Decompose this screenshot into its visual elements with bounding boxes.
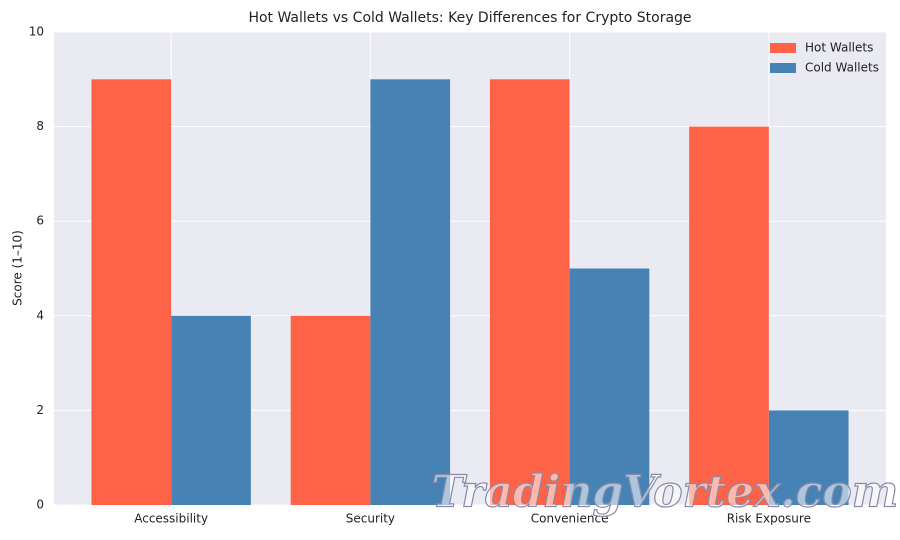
x-tick-label: Accessibility	[134, 512, 208, 526]
watermark: TradingVortex.com	[432, 467, 899, 518]
y-tick-label: 2	[36, 403, 44, 417]
legend-label: Cold Wallets	[805, 61, 879, 75]
y-tick-label: 8	[36, 119, 44, 133]
y-tick-label: 6	[36, 214, 44, 228]
bars	[91, 79, 849, 506]
bar	[569, 268, 650, 505]
chart-title: Hot Wallets vs Cold Wallets: Key Differe…	[248, 10, 691, 26]
y-axis-label: Score (1–10)	[11, 230, 25, 306]
bar	[489, 79, 570, 506]
bar	[768, 410, 849, 505]
bar	[91, 79, 172, 506]
x-tick-label: Risk Exposure	[727, 512, 811, 526]
y-tick-label: 4	[36, 308, 44, 322]
legend: Hot Wallets Cold Wallets	[770, 41, 879, 75]
bar	[689, 126, 769, 505]
y-tick-label: 10	[29, 25, 44, 39]
y-tick-label: 0	[36, 498, 44, 512]
legend-label: Hot Wallets	[805, 41, 873, 55]
bar	[370, 79, 451, 506]
legend-swatch	[770, 63, 796, 73]
bar	[290, 315, 371, 505]
x-tick-label: Security	[346, 512, 395, 526]
bar	[171, 315, 251, 505]
legend-swatch	[770, 43, 796, 53]
x-tick-label: Convenience	[531, 512, 609, 526]
